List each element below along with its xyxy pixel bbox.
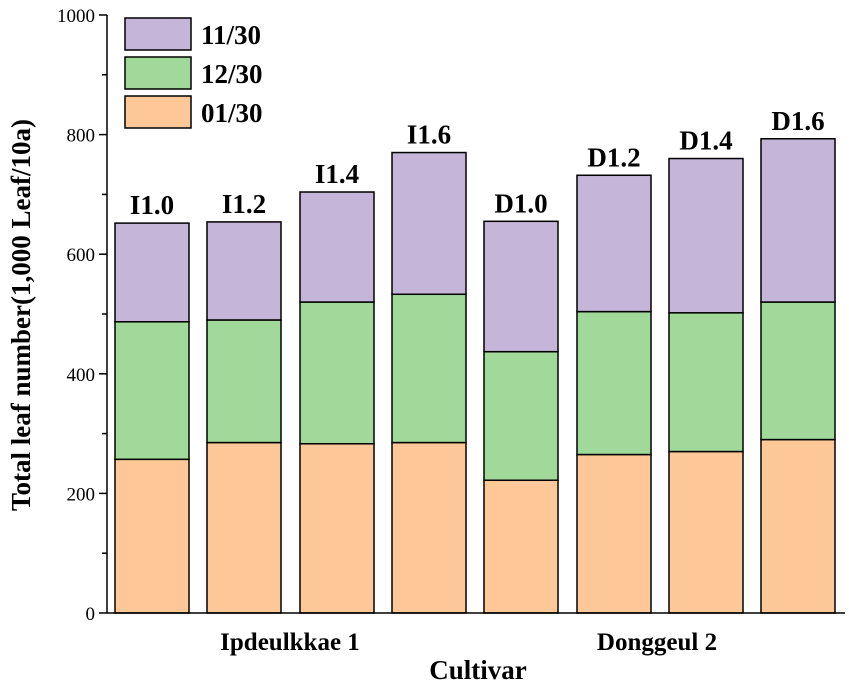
- y-tick-label-800: 800: [67, 126, 96, 147]
- bar-I1.6-12-30: [391, 293, 467, 444]
- bar-I1.2-01-30: [206, 441, 282, 614]
- legend-label-11-30: 11/30: [201, 20, 261, 50]
- bar-I1.4-01-30: [299, 443, 375, 614]
- bar-D1.4-01-30: [668, 450, 744, 614]
- legend-swatch-01-30: [124, 95, 192, 129]
- y-tick-label-600: 600: [67, 245, 96, 266]
- bar-label-I1.2: I1.2: [222, 189, 266, 219]
- group-label-1: Ipdeulkkae 1: [220, 629, 360, 656]
- bar-label-I1.4: I1.4: [315, 159, 359, 189]
- bar-D1.6-01-30: [760, 438, 836, 614]
- y-tick-label-200: 200: [67, 484, 96, 505]
- bar-label-D1.0: D1.0: [494, 188, 547, 218]
- bar-I1.0-12-30: [114, 321, 190, 461]
- bar-I1.4-12-30: [299, 301, 375, 445]
- labels-layer: I1.0 I1.2 I1.4 I1.6 D1.0 D1.2 D1.4 D1.6 Ipdeulkk…: [130, 106, 825, 656]
- bar-I1.0-01-30: [114, 458, 190, 614]
- bar-I1.4-11-30: [299, 191, 375, 303]
- bars-layer: [114, 138, 836, 614]
- x-axis-title: Cultivar: [429, 655, 527, 685]
- bar-I1.2-11-30: [206, 221, 282, 321]
- bar-D1.0-11-30: [483, 220, 559, 353]
- bar-D1.0-01-30: [483, 479, 559, 614]
- bar-D1.6-12-30: [760, 301, 836, 441]
- bar-D1.4-12-30: [668, 312, 744, 453]
- legend-label-12-30: 12/30: [201, 59, 263, 89]
- group-label-2: Donggeul 2: [597, 629, 717, 656]
- y-tick-label-400: 400: [67, 365, 96, 386]
- y-tick-label-1000: 1000: [57, 6, 95, 27]
- axes-layer: 0 200 400 600 800 1000: [57, 6, 845, 625]
- bar-label-D1.4: D1.4: [679, 126, 732, 156]
- y-tick-label-0: 0: [86, 604, 96, 625]
- legend-label-01-30: 01/30: [201, 98, 263, 128]
- legend: 11/30 12/30 01/30: [124, 17, 263, 129]
- bar-I1.6-01-30: [391, 441, 467, 614]
- legend-swatch-11-30: [124, 17, 192, 51]
- bar-I1.2-12-30: [206, 319, 282, 444]
- bar-I1.6-11-30: [391, 151, 467, 296]
- bar-label-D1.6: D1.6: [771, 106, 824, 136]
- bar-D1.4-11-30: [668, 157, 744, 314]
- bar-D1.2-11-30: [576, 174, 652, 313]
- bar-D1.2-01-30: [576, 453, 652, 614]
- bar-label-I1.0: I1.0: [130, 190, 174, 220]
- bar-D1.2-12-30: [576, 310, 652, 456]
- bar-label-I1.6: I1.6: [407, 120, 451, 150]
- bar-label-D1.2: D1.2: [587, 142, 640, 172]
- legend-swatch-12-30: [124, 56, 192, 90]
- bar-D1.6-11-30: [760, 138, 836, 303]
- bar-I1.0-11-30: [114, 222, 190, 323]
- y-axis-title: Total leaf number(1,000 Leaf/10a): [6, 119, 36, 511]
- bar-D1.0-12-30: [483, 350, 559, 481]
